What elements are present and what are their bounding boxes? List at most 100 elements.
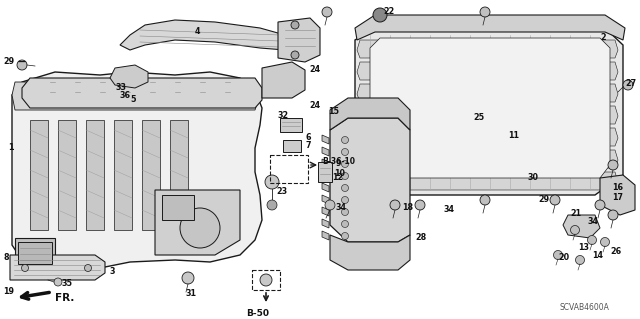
Text: 20: 20 [558,254,569,263]
Polygon shape [330,118,410,242]
Text: 24: 24 [309,100,320,109]
Polygon shape [142,120,160,230]
Polygon shape [330,235,410,270]
Polygon shape [322,231,329,240]
Text: 9: 9 [336,159,342,167]
Text: 25: 25 [473,114,484,122]
Circle shape [54,278,62,286]
Polygon shape [170,120,188,230]
Polygon shape [357,84,618,102]
Text: 11: 11 [508,130,519,139]
Polygon shape [262,62,305,98]
Circle shape [595,200,605,210]
Text: B-50: B-50 [246,308,269,317]
Circle shape [390,200,400,210]
Polygon shape [322,195,329,204]
Text: 26: 26 [610,248,621,256]
Circle shape [22,264,29,271]
Text: 34: 34 [587,218,598,226]
Text: 17: 17 [612,192,623,202]
Text: 27: 27 [625,78,636,87]
Text: 29: 29 [3,57,14,66]
Polygon shape [600,175,635,215]
Text: 33: 33 [116,84,127,93]
Circle shape [325,200,335,210]
Circle shape [550,195,560,205]
Polygon shape [322,171,329,180]
Circle shape [182,272,194,284]
Circle shape [623,80,633,90]
Text: 24: 24 [309,65,320,75]
Polygon shape [15,238,55,268]
Text: SCVAB4600A: SCVAB4600A [560,303,610,313]
Circle shape [342,184,349,191]
Polygon shape [322,207,329,216]
Polygon shape [357,40,618,58]
Text: 4: 4 [195,27,200,36]
Text: 31: 31 [185,288,196,298]
Polygon shape [357,172,618,190]
Polygon shape [322,147,329,156]
Polygon shape [322,135,329,144]
Circle shape [342,137,349,144]
Circle shape [608,160,618,170]
Polygon shape [370,38,610,178]
Circle shape [267,200,277,210]
Circle shape [342,173,349,180]
Text: 3: 3 [110,268,115,277]
Circle shape [575,256,584,264]
Polygon shape [58,120,76,230]
Text: 14: 14 [592,250,603,259]
Polygon shape [86,120,104,230]
Text: B-36-10: B-36-10 [322,158,355,167]
Polygon shape [322,219,329,228]
Text: 6: 6 [305,133,310,143]
Polygon shape [12,82,260,110]
Circle shape [480,195,490,205]
Circle shape [260,274,272,286]
Polygon shape [110,65,148,88]
Bar [283,140,301,152]
Text: 15: 15 [328,108,339,116]
Polygon shape [22,78,262,108]
Text: 22: 22 [383,8,394,17]
Polygon shape [114,120,132,230]
Text: 12: 12 [332,174,343,182]
Polygon shape [278,18,320,62]
Text: 32: 32 [278,110,289,120]
Bar [252,270,280,290]
Polygon shape [357,150,618,168]
Circle shape [480,7,490,17]
Polygon shape [355,28,623,195]
Text: 19: 19 [3,287,14,296]
Polygon shape [10,255,105,280]
Circle shape [570,226,579,234]
Polygon shape [355,15,625,40]
Polygon shape [12,72,262,268]
Polygon shape [155,190,240,255]
Circle shape [265,175,279,189]
Bar [280,118,302,132]
Text: 18: 18 [402,204,413,212]
Text: 1: 1 [8,144,13,152]
Bar [18,242,52,264]
Circle shape [588,235,596,244]
Circle shape [342,233,349,240]
Circle shape [415,200,425,210]
Text: —: — [18,57,26,66]
Text: FR.: FR. [55,293,74,303]
Polygon shape [322,183,329,192]
Polygon shape [357,128,618,146]
Text: 13: 13 [578,243,589,253]
Bar [162,195,194,220]
Polygon shape [322,159,329,168]
Text: 30: 30 [528,174,539,182]
Circle shape [342,149,349,155]
Polygon shape [330,98,410,130]
Circle shape [600,238,609,247]
Text: 36: 36 [120,91,131,100]
Text: 34: 34 [444,205,455,214]
Text: 34: 34 [335,204,346,212]
Polygon shape [563,215,600,238]
Text: 7: 7 [305,142,310,151]
